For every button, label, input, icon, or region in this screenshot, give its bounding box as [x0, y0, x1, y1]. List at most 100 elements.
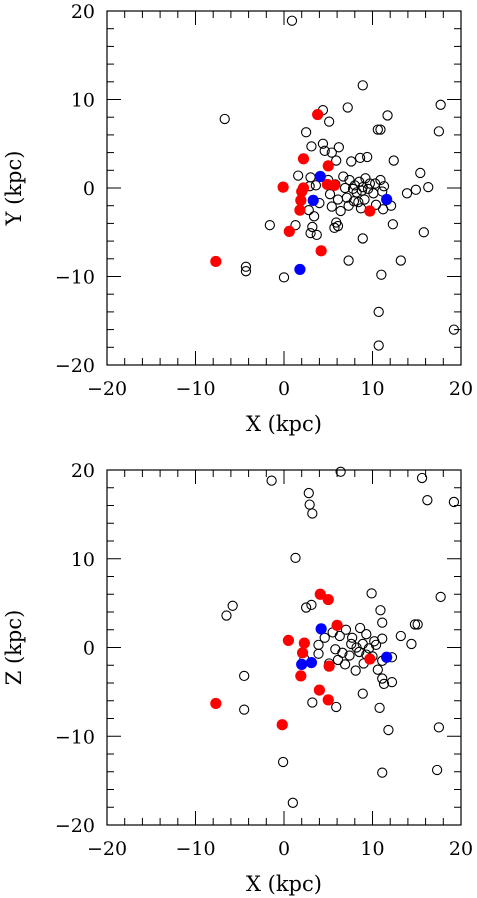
y-axis-label: Z (kpc): [2, 610, 26, 686]
data-point-open: [433, 126, 445, 137]
data-point-open: [388, 155, 399, 166]
data-point-blue: [296, 658, 308, 670]
data-point-red: [296, 185, 308, 198]
data-point-open: [354, 646, 365, 658]
data-point-open: [410, 184, 422, 195]
data-point-open: [305, 227, 316, 239]
data-point-red: [277, 181, 289, 193]
data-point-open: [306, 141, 317, 152]
data-point-red: [322, 160, 334, 172]
data-point-open: [359, 194, 370, 205]
data-point-open: [433, 722, 445, 733]
data-point-open: [378, 678, 390, 690]
data-point-open: [372, 664, 383, 675]
data-point-open: [423, 181, 434, 193]
x-tick-label: −10: [175, 378, 215, 400]
data-point-red: [315, 245, 327, 257]
data-point-open: [377, 633, 388, 644]
data-point-open: [303, 204, 314, 216]
data-point-open: [264, 220, 275, 231]
data-point-open: [307, 508, 318, 519]
data-point-open: [319, 632, 330, 643]
data-point-blue: [315, 623, 327, 635]
data-point-open: [448, 496, 460, 508]
data-point-open: [372, 124, 383, 135]
data-point-open: [406, 638, 417, 650]
data-point-red: [312, 108, 324, 121]
data-point-open: [377, 617, 388, 628]
data-point-open: [335, 205, 346, 217]
data-point-open: [331, 155, 342, 166]
data-point-open: [342, 102, 353, 113]
x-tick-label: 0: [278, 378, 290, 400]
data-point-open: [335, 466, 346, 477]
data-point-open: [377, 767, 388, 778]
data-point-open: [307, 221, 318, 233]
data-point-open: [412, 619, 423, 630]
data-point-open: [448, 324, 460, 335]
data-point-open: [346, 638, 357, 650]
y-tick-label: 0: [83, 638, 95, 660]
data-point-red: [297, 153, 310, 165]
data-point-open: [364, 178, 375, 189]
x-axis-label: X (kpc): [246, 872, 322, 896]
data-point-open: [357, 233, 368, 244]
data-point-blue: [381, 193, 393, 206]
data-point-open: [311, 229, 322, 241]
data-point-open: [286, 15, 298, 26]
x-tick-label: 0: [278, 838, 290, 860]
data-point-red: [364, 205, 376, 217]
data-point-red: [295, 194, 307, 206]
data-point-open: [332, 654, 344, 666]
data-point-open: [306, 599, 317, 611]
data-point-open: [303, 487, 314, 499]
y-tick-label: 10: [71, 90, 95, 112]
data-point-open: [435, 99, 446, 110]
data-point-red: [210, 697, 222, 710]
data-point-open: [313, 648, 324, 659]
data-point-open: [326, 201, 337, 212]
data-point-red: [331, 619, 343, 631]
data-point-open: [277, 756, 289, 768]
data-point-open: [326, 147, 337, 158]
data-point-open: [431, 764, 443, 776]
data-point-open: [300, 127, 312, 138]
data-point-open: [346, 156, 357, 167]
data-point-open: [377, 673, 388, 684]
data-point-open: [319, 145, 330, 156]
data-point-open: [324, 189, 336, 200]
data-point-open: [239, 704, 250, 715]
panel-xz: −20 −10 0 10 20 −20 −10 0 10 20 X (kpc) Z (kpc): [2, 460, 473, 896]
panel-xy: −20 −10 0 10 20 −20 −10 0 10 20 X (kpc) Y (kpc): [2, 1, 473, 436]
data-point-open: [343, 255, 354, 266]
x-tick-label: 20: [449, 378, 473, 400]
data-point-red: [328, 179, 341, 191]
data-point-open: [310, 180, 322, 191]
data-point-open: [344, 174, 355, 186]
data-point-blue: [294, 263, 306, 276]
data-point-red: [210, 255, 222, 268]
data-point-open: [357, 688, 368, 699]
data-point-open: [435, 591, 446, 603]
data-point-open: [355, 203, 367, 214]
y-tick-label: −10: [55, 267, 95, 289]
data-point-open: [415, 167, 426, 179]
data-point-red: [364, 653, 376, 665]
data-point-open: [382, 110, 393, 121]
x-tick-label: 20: [449, 838, 473, 860]
data-point-open: [386, 676, 398, 688]
data-point-open: [330, 644, 341, 655]
data-point-open: [375, 124, 386, 135]
y-tick-label: 20: [71, 460, 95, 482]
data-point-open: [300, 602, 312, 613]
data-point-blue: [314, 170, 326, 183]
y-tick-label: −10: [55, 726, 95, 748]
data-point-open: [227, 600, 238, 611]
data-point-open: [373, 306, 384, 318]
data-point-open: [290, 220, 301, 231]
data-point-open: [293, 170, 304, 181]
y-tick-label: 10: [71, 549, 95, 571]
data-point-open: [219, 113, 230, 125]
x-tick-label: 10: [360, 838, 384, 860]
